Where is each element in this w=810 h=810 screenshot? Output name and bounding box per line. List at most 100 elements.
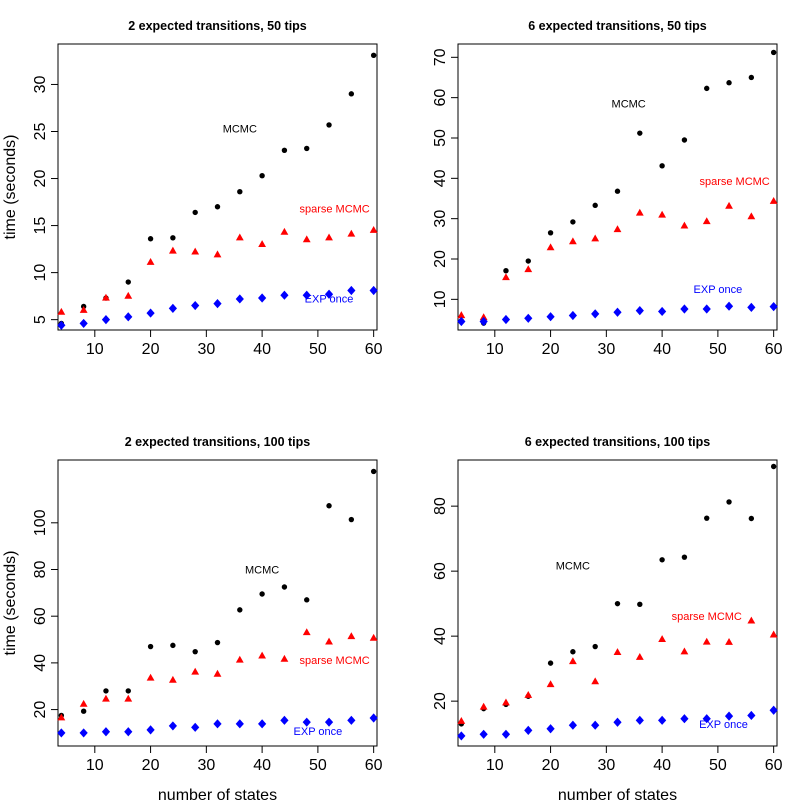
x-tick-label: 50: [309, 341, 327, 358]
data-point-exp-once: [769, 705, 778, 715]
data-point-exp-once: [457, 731, 466, 741]
data-point-exp-once: [524, 313, 533, 323]
data-point-sparse-mcmc: [635, 652, 644, 660]
data-point-exp-once: [124, 312, 133, 322]
data-point-sparse-mcmc: [568, 657, 577, 665]
data-point-mcmc: [726, 80, 732, 86]
data-point-mcmc: [370, 52, 377, 58]
data-point-mcmc: [704, 515, 710, 521]
data-point-exp-once: [369, 285, 378, 296]
data-point-sparse-mcmc: [280, 227, 289, 235]
series-circle: [58, 52, 377, 327]
data-point-exp-once: [324, 717, 334, 727]
data-point-exp-once: [635, 306, 644, 316]
x-tick-label: 20: [542, 757, 560, 774]
data-point-sparse-mcmc: [702, 637, 711, 645]
data-point-mcmc: [770, 463, 777, 470]
data-point-sparse-mcmc: [302, 235, 311, 243]
data-point-sparse-mcmc: [79, 305, 88, 313]
series-label: sparse MCMC: [699, 176, 769, 188]
data-point-mcmc: [681, 554, 688, 560]
data-point-exp-once: [146, 308, 155, 318]
data-point-exp-once: [479, 316, 488, 327]
data-point-exp-once: [747, 710, 756, 721]
data-point-sparse-mcmc: [213, 669, 222, 677]
data-point-exp-once: [702, 304, 711, 314]
series-label: MCMC: [223, 123, 257, 135]
data-point-mcmc: [103, 688, 109, 694]
data-point-exp-once: [591, 720, 600, 730]
data-point-exp-once: [235, 294, 244, 304]
data-point-mcmc: [748, 74, 755, 81]
data-point-mcmc: [570, 219, 576, 225]
y-tick-label: 25: [32, 122, 49, 140]
y-tick-label: 70: [432, 48, 449, 66]
x-tick-label: 20: [542, 341, 560, 358]
x-tick-label: 60: [365, 757, 383, 774]
x-tick-label: 60: [765, 757, 783, 774]
data-point-sparse-mcmc: [479, 313, 488, 321]
plot-frame: [57, 43, 378, 331]
data-point-sparse-mcmc: [369, 225, 378, 233]
data-point-exp-once: [724, 711, 734, 721]
data-point-mcmc: [170, 642, 176, 649]
data-point-sparse-mcmc: [146, 257, 155, 265]
x-tick-label: 40: [253, 341, 271, 358]
data-point-exp-once: [658, 715, 667, 725]
data-point-mcmc: [192, 648, 198, 655]
series-label: sparse MCMC: [672, 611, 742, 623]
data-point-sparse-mcmc: [302, 628, 311, 636]
chart-title: 2 expected transitions, 50 tips: [128, 19, 307, 33]
data-point-sparse-mcmc: [124, 291, 133, 299]
data-point-mcmc: [770, 49, 777, 56]
chart-title: 6 expected transitions, 100 tips: [525, 435, 711, 449]
y-axis-label: time (seconds): [2, 135, 19, 240]
data-point-mcmc: [348, 91, 355, 97]
data-point-mcmc: [326, 503, 332, 509]
data-point-exp-once: [324, 289, 334, 299]
x-tick-label: 20: [142, 341, 160, 358]
series-triangle: [457, 616, 778, 724]
data-point-mcmc: [592, 202, 598, 209]
data-point-sparse-mcmc: [747, 212, 756, 220]
data-point-mcmc: [525, 258, 531, 264]
x-tick-label: 10: [486, 341, 504, 358]
y-tick-label: 40: [432, 627, 449, 645]
x-tick-label: 30: [597, 757, 615, 774]
series-circle: [458, 463, 777, 727]
data-point-mcmc: [147, 236, 154, 242]
y-tick-label: 20: [32, 701, 49, 719]
data-point-exp-once: [101, 315, 111, 325]
data-point-exp-once: [591, 309, 600, 319]
data-point-mcmc: [237, 189, 243, 195]
data-point-exp-once: [302, 717, 311, 727]
data-point-sparse-mcmc: [524, 265, 533, 273]
y-tick-label: 60: [432, 89, 449, 107]
series-label: sparse MCMC: [299, 655, 369, 667]
chart-title: 6 expected transitions, 50 tips: [528, 19, 707, 33]
data-point-sparse-mcmc: [369, 633, 378, 641]
series-label: EXP once: [294, 726, 343, 738]
data-point-sparse-mcmc: [325, 637, 333, 645]
data-point-exp-once: [501, 314, 511, 325]
x-tick-label: 50: [709, 757, 727, 774]
data-point-exp-once: [57, 320, 66, 330]
data-point-exp-once: [191, 300, 200, 311]
data-point-mcmc: [637, 130, 643, 136]
data-point-sparse-mcmc: [457, 311, 466, 319]
data-point-mcmc: [214, 639, 221, 646]
data-point-mcmc: [326, 122, 332, 128]
data-point-sparse-mcmc: [524, 691, 533, 698]
series-diamond: [57, 285, 378, 330]
y-axis-label: time (seconds): [2, 551, 19, 656]
data-point-exp-once: [347, 715, 356, 725]
data-point-sparse-mcmc: [124, 694, 133, 702]
y-tick-label: 40: [432, 169, 449, 187]
data-point-sparse-mcmc: [258, 240, 267, 247]
data-point-mcmc: [547, 660, 554, 666]
data-point-sparse-mcmc: [658, 210, 667, 218]
data-point-sparse-mcmc: [102, 293, 110, 301]
data-point-exp-once: [168, 721, 177, 731]
plot-frame: [457, 43, 778, 331]
